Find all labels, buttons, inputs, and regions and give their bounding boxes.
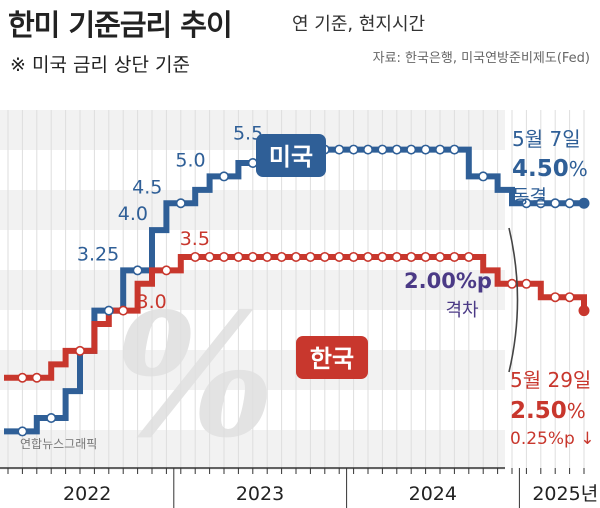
us-rate-label: 4.5 <box>132 176 162 198</box>
kr-hold-point <box>161 265 172 276</box>
kr-hold-point <box>75 345 86 356</box>
kr-hold-point <box>406 251 417 262</box>
us-hold-point <box>521 198 532 209</box>
kr-hold-point <box>391 251 402 262</box>
us-rate-note: ※ 미국 금리 상단 기준 <box>10 54 190 76</box>
us-hold-point <box>103 305 114 316</box>
kr-hold-point <box>204 251 215 262</box>
x-year-label: 2022 <box>63 483 111 505</box>
us-badge <box>256 134 326 177</box>
kr-hold-point <box>233 251 244 262</box>
kr-callout-unit: % <box>567 399 586 423</box>
us-hold-point <box>564 198 575 209</box>
unit-note: 연 기준, 현지시간 <box>292 14 426 35</box>
us-hold-point <box>362 144 373 155</box>
kr-hold-point <box>463 251 474 262</box>
us-hold-point <box>377 144 388 155</box>
us-hold-point <box>132 265 143 276</box>
kr-hold-point <box>31 372 42 383</box>
chart-title: 한미 기준금리 추이 <box>8 8 233 42</box>
kr-hold-point <box>319 251 330 262</box>
us-callout-rate-line: 4.50% <box>512 156 588 182</box>
kr-rate-label: 3.5 <box>180 228 210 250</box>
us-latest-point <box>578 197 590 209</box>
kr-hold-point <box>348 251 359 262</box>
gap-value: 2.00%p <box>404 269 492 293</box>
kr-latest-point <box>578 305 590 317</box>
kr-callout-rate-line: 2.50% <box>510 398 586 424</box>
x-axis-ticks <box>7 468 585 508</box>
kr-hold-point <box>305 251 316 262</box>
source-note: 자료: 한국은행, 미국연방준비제도(Fed) <box>372 51 590 66</box>
us-hold-point <box>219 171 230 182</box>
gap-label: 격차 <box>445 300 479 321</box>
us-hold-point <box>46 412 57 423</box>
kr-hold-point <box>276 251 287 262</box>
series-points <box>17 144 590 437</box>
kr-hold-point <box>420 251 431 262</box>
kr-badge-label: 한국 <box>310 345 354 373</box>
us-hold-point <box>391 144 402 155</box>
kr-hold-point <box>362 251 373 262</box>
x-year-label: 2025년 <box>532 483 598 505</box>
kr-hold-point <box>190 251 201 262</box>
us-callout-rate: 4.50 <box>512 156 569 182</box>
rate-labels: 3.25 4.0 4.5 5.0 5.5 3.0 3.5 <box>77 123 263 313</box>
us-hold-point <box>434 144 445 155</box>
us-hold-point <box>550 198 561 209</box>
us-callout-unit: % <box>569 157 588 181</box>
us-rate-line <box>4 146 584 435</box>
kr-rate-label: 3.0 <box>136 291 166 313</box>
month-guides <box>7 110 585 468</box>
us-hold-point <box>449 144 460 155</box>
us-rate-label: 4.0 <box>118 203 148 225</box>
kr-rate-line <box>4 253 587 381</box>
us-hold-point <box>17 426 28 437</box>
kr-hold-point <box>118 305 129 316</box>
kr-hold-point <box>334 251 345 262</box>
kr-hold-point <box>506 278 517 289</box>
us-hold-point <box>478 171 489 182</box>
kr-hold-point <box>17 372 28 383</box>
kr-callout-change: 0.25%p ↓ <box>510 429 594 449</box>
kr-hold-point <box>377 251 388 262</box>
kr-hold-point <box>262 251 273 262</box>
x-axis-labels: 2022 2023 2024 2025년 <box>63 483 598 505</box>
kr-badge <box>296 336 368 379</box>
us-hold-point <box>420 144 431 155</box>
us-rate-label: 5.0 <box>175 149 205 171</box>
us-badge-label: 미국 <box>269 143 313 171</box>
kr-callout-date: 5월 29일 <box>510 368 591 392</box>
kr-hold-point <box>564 292 575 303</box>
x-year-label: 2024 <box>409 483 457 505</box>
us-rate-label: 3.25 <box>77 243 119 265</box>
kr-hold-point <box>521 278 532 289</box>
x-year-label: 2023 <box>236 483 284 505</box>
kr-hold-point <box>434 251 445 262</box>
us-hold-point <box>334 144 345 155</box>
kr-callout-rate: 2.50 <box>510 398 567 424</box>
kr-hold-point <box>247 251 258 262</box>
us-rate-label: 5.5 <box>233 123 263 145</box>
series-lines <box>4 146 587 435</box>
us-hold-point <box>348 144 359 155</box>
kr-hold-point <box>550 292 561 303</box>
kr-hold-point <box>219 251 230 262</box>
us-callout-date: 5월 7일 <box>512 127 581 151</box>
gap-bracket <box>508 227 519 373</box>
graphic-credit: 연합뉴스그래픽 <box>20 437 97 451</box>
us-hold-point <box>535 198 546 209</box>
us-hold-point <box>406 144 417 155</box>
kr-hold-point <box>449 251 460 262</box>
us-hold-point <box>175 198 186 209</box>
us-callout-status: 동결 <box>512 186 547 208</box>
kr-hold-point <box>290 251 301 262</box>
us-hold-point <box>247 158 258 169</box>
